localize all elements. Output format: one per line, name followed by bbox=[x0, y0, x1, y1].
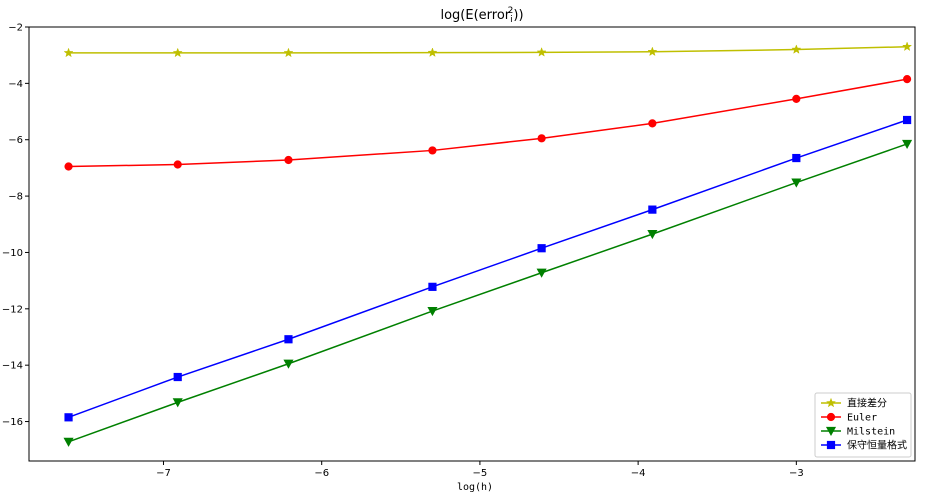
data-point bbox=[64, 162, 73, 171]
data-point bbox=[283, 47, 294, 58]
y-tick-label: −10 bbox=[2, 248, 23, 259]
legend-marker bbox=[826, 440, 836, 450]
chart-title-sub: i bbox=[510, 15, 513, 25]
series-layer bbox=[63, 41, 913, 447]
data-point bbox=[536, 47, 547, 57]
x-tick-label: −6 bbox=[314, 468, 329, 479]
data-point bbox=[791, 178, 802, 188]
legend-label: 直接差分 bbox=[847, 397, 887, 410]
legend-item: 保守恒量格式 bbox=[821, 439, 907, 452]
series-line bbox=[68, 45, 908, 54]
data-point bbox=[428, 146, 437, 155]
data-point bbox=[172, 398, 183, 408]
series-line bbox=[68, 78, 908, 168]
x-tick-label: −7 bbox=[156, 468, 171, 479]
y-tick-label: −8 bbox=[8, 192, 23, 203]
data-point bbox=[427, 47, 438, 57]
data-point bbox=[647, 46, 658, 57]
legend-marker bbox=[825, 426, 837, 437]
x-tick-label: −3 bbox=[789, 468, 804, 479]
data-point bbox=[63, 47, 74, 58]
data-point bbox=[792, 153, 801, 163]
legend-label: Euler bbox=[847, 413, 877, 424]
series-1 bbox=[64, 75, 912, 171]
data-point bbox=[537, 134, 546, 143]
x-axis-label: log(h) bbox=[457, 482, 493, 493]
legend-marker bbox=[825, 397, 837, 408]
plot-frame bbox=[28, 26, 916, 462]
data-point bbox=[792, 94, 801, 103]
y-tick-label: −4 bbox=[8, 79, 23, 90]
data-point bbox=[173, 372, 182, 382]
legend-item: Euler bbox=[821, 413, 877, 424]
data-point bbox=[173, 160, 182, 169]
legend-label: Milstein bbox=[847, 427, 895, 438]
data-point bbox=[902, 115, 912, 125]
data-point bbox=[902, 41, 913, 52]
y-tick-label: −14 bbox=[2, 361, 23, 372]
y-axis: −16 −14 −12 −10 −8 −6 −4 −2 bbox=[2, 23, 29, 428]
x-axis: −7 −6 −5 −4 −3 bbox=[156, 461, 804, 479]
chart-title-sup: 2 bbox=[508, 6, 514, 16]
series-line bbox=[68, 119, 908, 419]
data-point bbox=[172, 47, 183, 58]
legend-marker bbox=[826, 412, 836, 422]
legend-item: Milstein bbox=[821, 427, 895, 438]
y-tick-label: −16 bbox=[2, 417, 23, 428]
series-3 bbox=[64, 115, 912, 422]
y-tick-label: −2 bbox=[8, 23, 23, 34]
data-point bbox=[427, 306, 438, 317]
data-point bbox=[647, 230, 658, 240]
legend-item: 直接差分 bbox=[821, 397, 887, 410]
data-point bbox=[791, 44, 802, 54]
series-line bbox=[68, 143, 908, 443]
x-tick-label: −4 bbox=[631, 468, 646, 479]
y-tick-label: −12 bbox=[2, 304, 23, 315]
data-point bbox=[537, 244, 546, 253]
data-point bbox=[902, 139, 913, 149]
legend-box bbox=[814, 392, 912, 458]
chart-title: log(E(errori2)) bbox=[440, 6, 523, 25]
data-point bbox=[63, 437, 74, 447]
data-point bbox=[284, 335, 293, 344]
plot-area bbox=[28, 26, 916, 462]
data-point bbox=[284, 155, 293, 165]
legend-label: 保守恒量格式 bbox=[847, 439, 907, 452]
series-2 bbox=[63, 139, 913, 447]
data-point bbox=[283, 359, 294, 369]
data-point bbox=[428, 282, 437, 291]
data-point bbox=[536, 268, 547, 278]
data-point bbox=[64, 413, 73, 422]
x-tick-label: −5 bbox=[473, 468, 488, 479]
series-0 bbox=[63, 41, 913, 58]
data-point bbox=[648, 205, 657, 214]
data-point bbox=[648, 119, 657, 128]
data-point bbox=[902, 75, 912, 84]
y-tick-label: −6 bbox=[8, 135, 23, 146]
